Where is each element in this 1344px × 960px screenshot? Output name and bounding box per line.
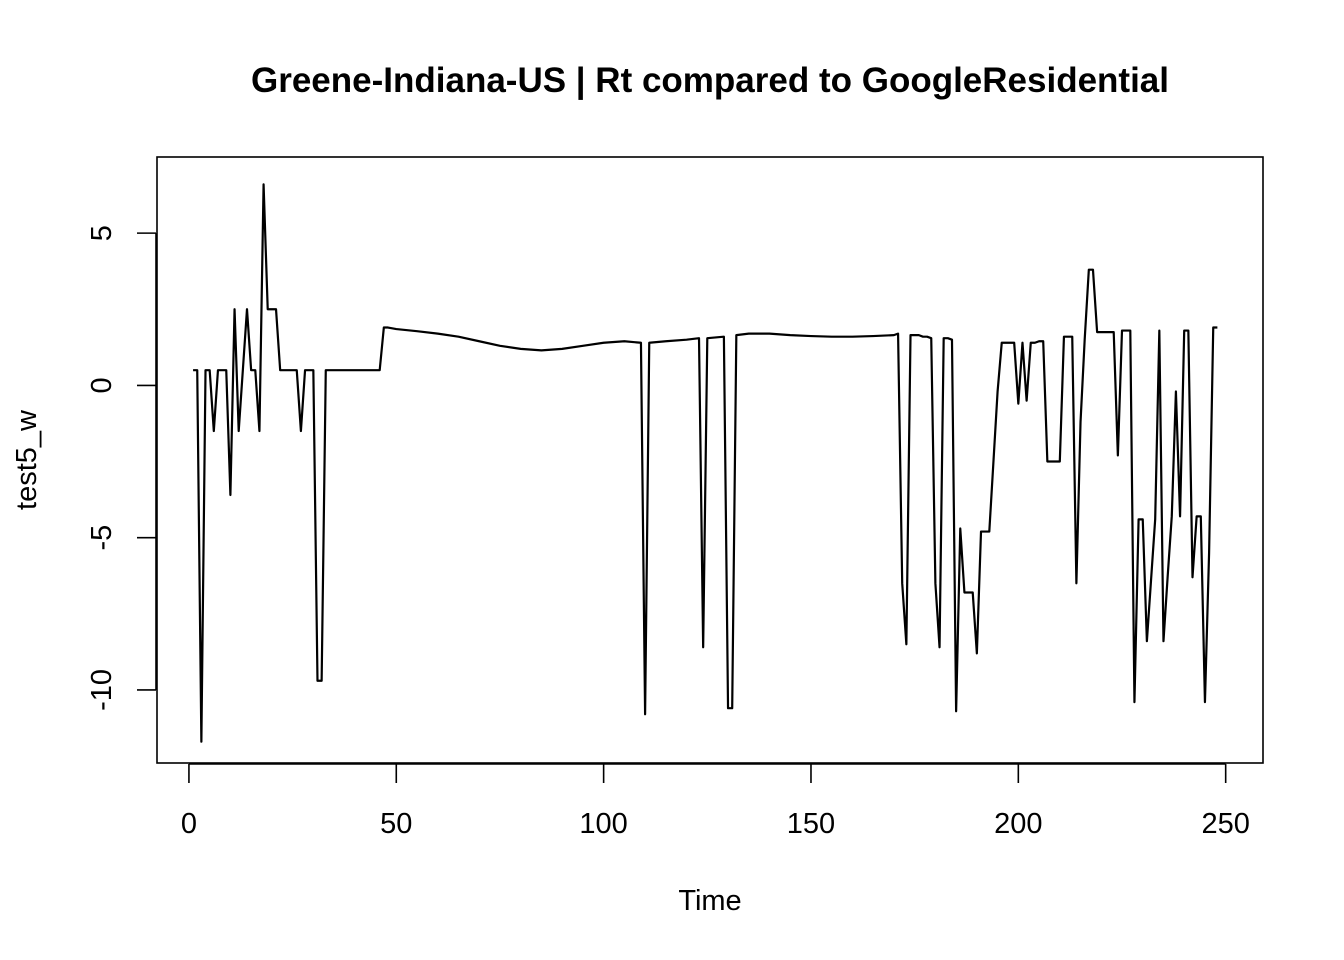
x-tick-label: 250 — [1201, 808, 1249, 840]
series-line — [193, 183, 1218, 743]
x-tick-label: 0 — [181, 808, 197, 840]
x-axis: 0 50 100 150 200 250 — [181, 763, 1250, 840]
y-tick-label: 5 — [86, 225, 118, 241]
x-tick-label: 200 — [994, 808, 1042, 840]
chart-title: Greene-Indiana-US | Rt compared to Googl… — [251, 61, 1169, 100]
x-axis-label: Time — [678, 885, 741, 917]
y-tick-label: 0 — [86, 377, 118, 393]
y-tick-label: -10 — [86, 669, 118, 711]
series-layer — [193, 183, 1218, 743]
y-tick-label: -5 — [86, 525, 118, 551]
x-tick-label: 150 — [787, 808, 835, 840]
x-tick-label: 100 — [579, 808, 627, 840]
y-axis: -10 -5 0 5 — [86, 225, 157, 711]
y-axis-label: test5_w — [11, 409, 43, 510]
plot-frame — [156, 156, 1264, 764]
x-tick-label: 50 — [380, 808, 412, 840]
